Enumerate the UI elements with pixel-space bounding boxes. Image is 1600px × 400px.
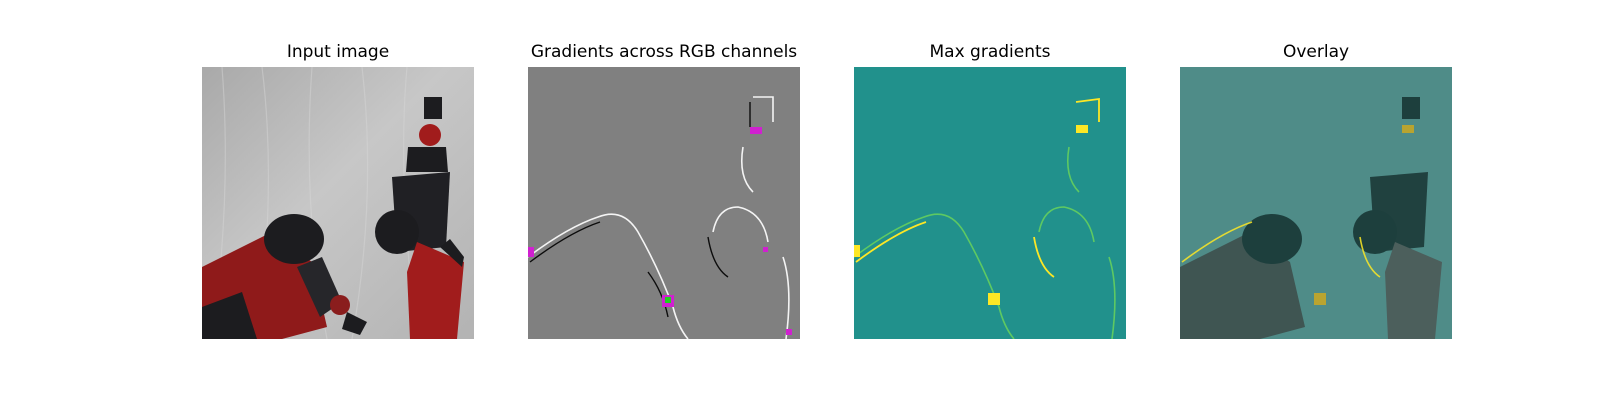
overlay-render bbox=[1180, 67, 1452, 339]
overlay-image bbox=[1180, 67, 1452, 339]
panel-title: Input image bbox=[286, 42, 390, 62]
panel-max-gradients: Max gradients bbox=[854, 0, 1126, 400]
input-image bbox=[202, 67, 474, 339]
rgb-gradient-render bbox=[528, 67, 800, 339]
panel-title: Overlay bbox=[1282, 42, 1350, 62]
panel-rgb-gradients: Gradients across RGB channels bbox=[528, 0, 800, 400]
max-gradient-render bbox=[854, 67, 1126, 339]
panel-input-image: Input image bbox=[202, 0, 474, 400]
panel-title: Max gradients bbox=[929, 42, 1051, 62]
panel-title: Gradients across RGB channels bbox=[530, 42, 798, 62]
input-image-render bbox=[202, 67, 474, 339]
panel-overlay: Overlay bbox=[1180, 0, 1452, 400]
max-gradient-image bbox=[854, 67, 1126, 339]
rgb-gradient-image bbox=[528, 67, 800, 339]
